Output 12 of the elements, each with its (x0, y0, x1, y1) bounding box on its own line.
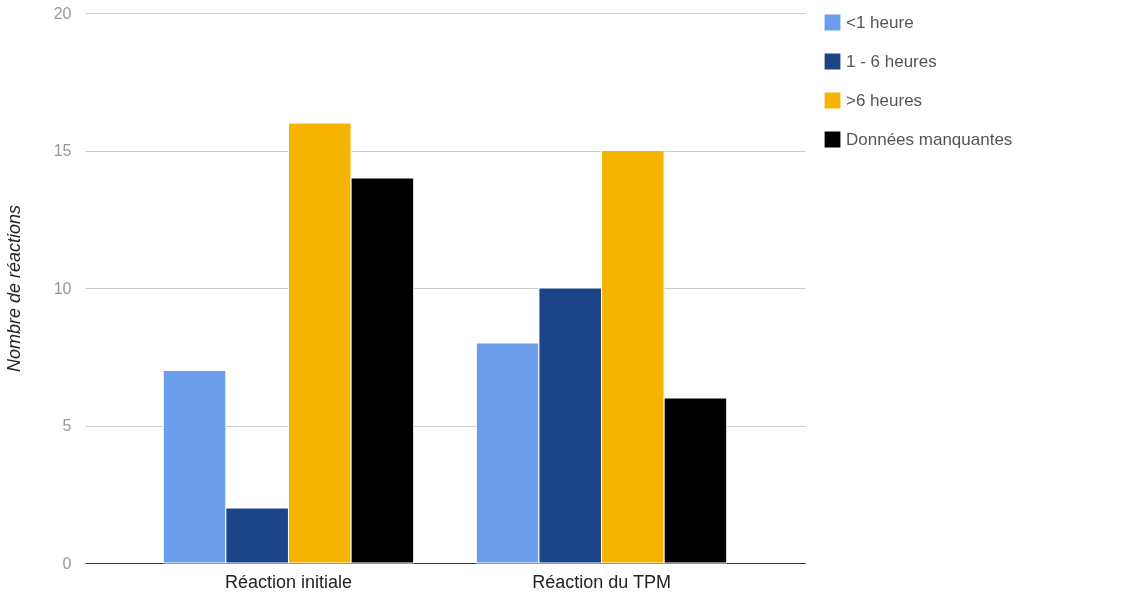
legend-label: Données manquantes (846, 129, 1013, 149)
legend-label: 1 - 6 heures (846, 51, 937, 71)
y-tick-label: 5 (62, 417, 72, 434)
y-tick-label: 0 (62, 554, 72, 572)
y-tick-label: 20 (53, 4, 72, 22)
legend-label: <1 heure (846, 12, 914, 32)
y-axis-title: Nombre de réactions (3, 204, 24, 373)
x-tick-label: Réaction du TPM (532, 571, 671, 592)
legend-label: >6 heures (846, 90, 923, 110)
y-tick-label: 15 (53, 142, 72, 159)
y-tick-label: 10 (53, 279, 72, 297)
x-tick-label: Réaction initiale (224, 571, 353, 592)
